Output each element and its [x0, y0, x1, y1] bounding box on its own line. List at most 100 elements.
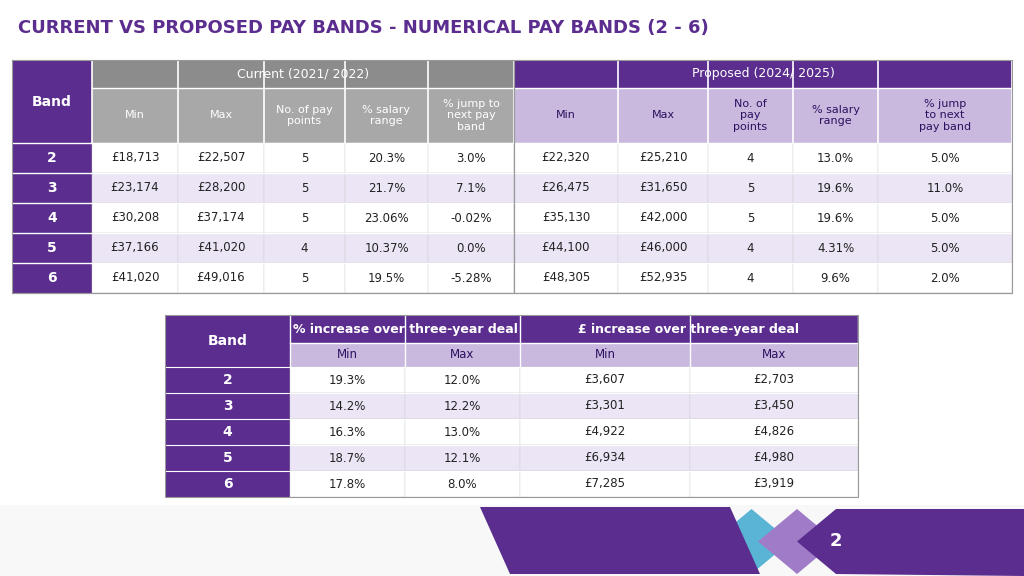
Bar — [12, 60, 92, 143]
Bar — [406, 419, 520, 445]
Bar — [290, 393, 406, 419]
Bar — [618, 143, 708, 173]
Bar — [793, 203, 878, 233]
Bar — [428, 263, 514, 293]
Text: 16.3%: 16.3% — [329, 426, 367, 438]
Text: -0.02%: -0.02% — [451, 211, 492, 225]
Text: 5.0%: 5.0% — [930, 151, 959, 165]
Bar — [514, 203, 618, 233]
Bar — [264, 88, 345, 143]
Bar — [178, 263, 264, 293]
Bar — [165, 419, 290, 445]
Text: £4,980: £4,980 — [754, 452, 795, 464]
Text: Max: Max — [651, 111, 675, 120]
Bar — [264, 173, 345, 203]
Bar — [708, 88, 793, 143]
Text: 5: 5 — [301, 151, 308, 165]
Text: 18.7%: 18.7% — [329, 452, 367, 464]
Bar — [878, 203, 1012, 233]
Bar — [514, 263, 618, 293]
Text: 21.7%: 21.7% — [368, 181, 406, 195]
Bar — [514, 88, 618, 143]
Text: £30,208: £30,208 — [111, 211, 159, 225]
Text: 9.6%: 9.6% — [820, 271, 851, 285]
Bar — [406, 445, 520, 471]
Bar — [345, 88, 428, 143]
Text: £37,166: £37,166 — [111, 241, 160, 255]
Bar — [428, 203, 514, 233]
Bar — [178, 173, 264, 203]
Text: 19.3%: 19.3% — [329, 373, 367, 386]
Text: Min: Min — [125, 111, 145, 120]
Text: 7.1%: 7.1% — [456, 181, 486, 195]
Bar — [618, 173, 708, 203]
Text: 10.37%: 10.37% — [365, 241, 409, 255]
Bar — [92, 60, 514, 88]
Bar — [793, 88, 878, 143]
Text: % salary
range: % salary range — [811, 105, 859, 126]
Text: £44,100: £44,100 — [542, 241, 590, 255]
Bar — [165, 315, 290, 367]
Text: £41,020: £41,020 — [111, 271, 160, 285]
Text: 5: 5 — [301, 271, 308, 285]
Text: Max: Max — [762, 348, 786, 362]
Text: £2,703: £2,703 — [754, 373, 795, 386]
Bar — [264, 233, 345, 263]
Bar — [345, 233, 428, 263]
Bar — [290, 367, 406, 393]
Bar — [793, 233, 878, 263]
Bar — [345, 203, 428, 233]
Text: £46,000: £46,000 — [639, 241, 687, 255]
Text: 12.2%: 12.2% — [443, 400, 481, 412]
Bar — [618, 233, 708, 263]
Bar — [514, 143, 618, 173]
Bar — [406, 343, 520, 367]
Text: 4: 4 — [746, 151, 755, 165]
Text: Min: Min — [337, 348, 358, 362]
Text: 4: 4 — [222, 425, 232, 439]
Bar — [428, 88, 514, 143]
Bar — [345, 263, 428, 293]
Bar — [878, 88, 1012, 143]
Bar — [618, 203, 708, 233]
Polygon shape — [480, 507, 760, 574]
Text: 4: 4 — [47, 211, 57, 225]
Polygon shape — [758, 509, 836, 574]
Bar — [406, 393, 520, 419]
Text: 2: 2 — [47, 151, 57, 165]
Bar — [793, 173, 878, 203]
Bar — [690, 393, 858, 419]
Text: £41,020: £41,020 — [197, 241, 246, 255]
Text: 3: 3 — [222, 399, 232, 413]
Bar — [264, 263, 345, 293]
Text: 19.5%: 19.5% — [368, 271, 406, 285]
Bar — [345, 173, 428, 203]
Text: £ increase over three-year deal: £ increase over three-year deal — [579, 323, 800, 335]
Text: Max: Max — [210, 111, 232, 120]
Text: £35,130: £35,130 — [542, 211, 590, 225]
Text: % jump to
next pay
band: % jump to next pay band — [442, 99, 500, 132]
Text: 23.06%: 23.06% — [365, 211, 409, 225]
Text: CURRENT VS PROPOSED PAY BANDS - NUMERICAL PAY BANDS (2 - 6): CURRENT VS PROPOSED PAY BANDS - NUMERICA… — [18, 19, 709, 37]
Text: 19.6%: 19.6% — [817, 211, 854, 225]
Text: % salary
range: % salary range — [362, 105, 411, 126]
Text: -5.28%: -5.28% — [451, 271, 492, 285]
Bar — [165, 445, 290, 471]
Text: £25,210: £25,210 — [639, 151, 687, 165]
Bar — [92, 233, 178, 263]
Text: £18,713: £18,713 — [111, 151, 160, 165]
Bar — [793, 143, 878, 173]
Bar — [178, 203, 264, 233]
Bar — [428, 173, 514, 203]
Text: 4.31%: 4.31% — [817, 241, 854, 255]
Bar — [12, 233, 92, 263]
Bar — [178, 143, 264, 173]
Text: Max: Max — [451, 348, 475, 362]
Bar — [514, 173, 618, 203]
Bar — [708, 143, 793, 173]
Bar — [290, 315, 520, 343]
Text: £3,919: £3,919 — [754, 478, 795, 491]
Bar — [708, 263, 793, 293]
Text: 2.0%: 2.0% — [930, 271, 959, 285]
Bar — [92, 88, 178, 143]
